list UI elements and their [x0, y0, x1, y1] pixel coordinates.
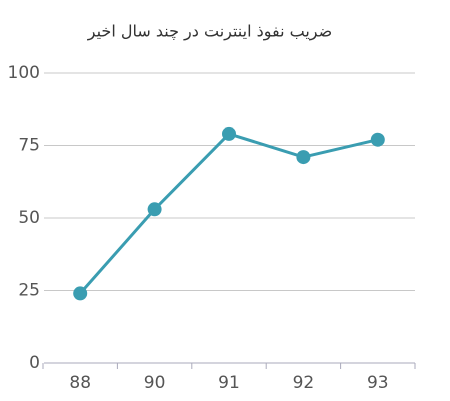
chart: ضریب نفوذ اینترنت در چند سال اخیر 0 25 50 7…: [0, 0, 450, 401]
point: [148, 202, 162, 216]
x-tick-label: 93: [367, 373, 389, 393]
y-tick-label: 75: [18, 136, 40, 156]
x-tick-label: 91: [218, 373, 240, 393]
y-tick-label: 25: [18, 281, 40, 301]
x-tick-label: 92: [293, 373, 315, 393]
point: [371, 133, 385, 147]
y-tick-label: 0: [29, 353, 40, 373]
line: [80, 134, 378, 294]
chart-title: ضریب نفوذ اینترنت در چند سال اخیر: [87, 22, 332, 42]
y-tick-label: 50: [18, 208, 40, 228]
point: [222, 127, 236, 141]
point: [73, 286, 87, 300]
x-tick-label: 88: [69, 373, 91, 393]
x-tick-label: 90: [144, 373, 166, 393]
page: {"chart_data": {"type": "line", "title":…: [0, 0, 450, 401]
point: [296, 150, 310, 164]
y-tick-label: 100: [8, 63, 40, 83]
